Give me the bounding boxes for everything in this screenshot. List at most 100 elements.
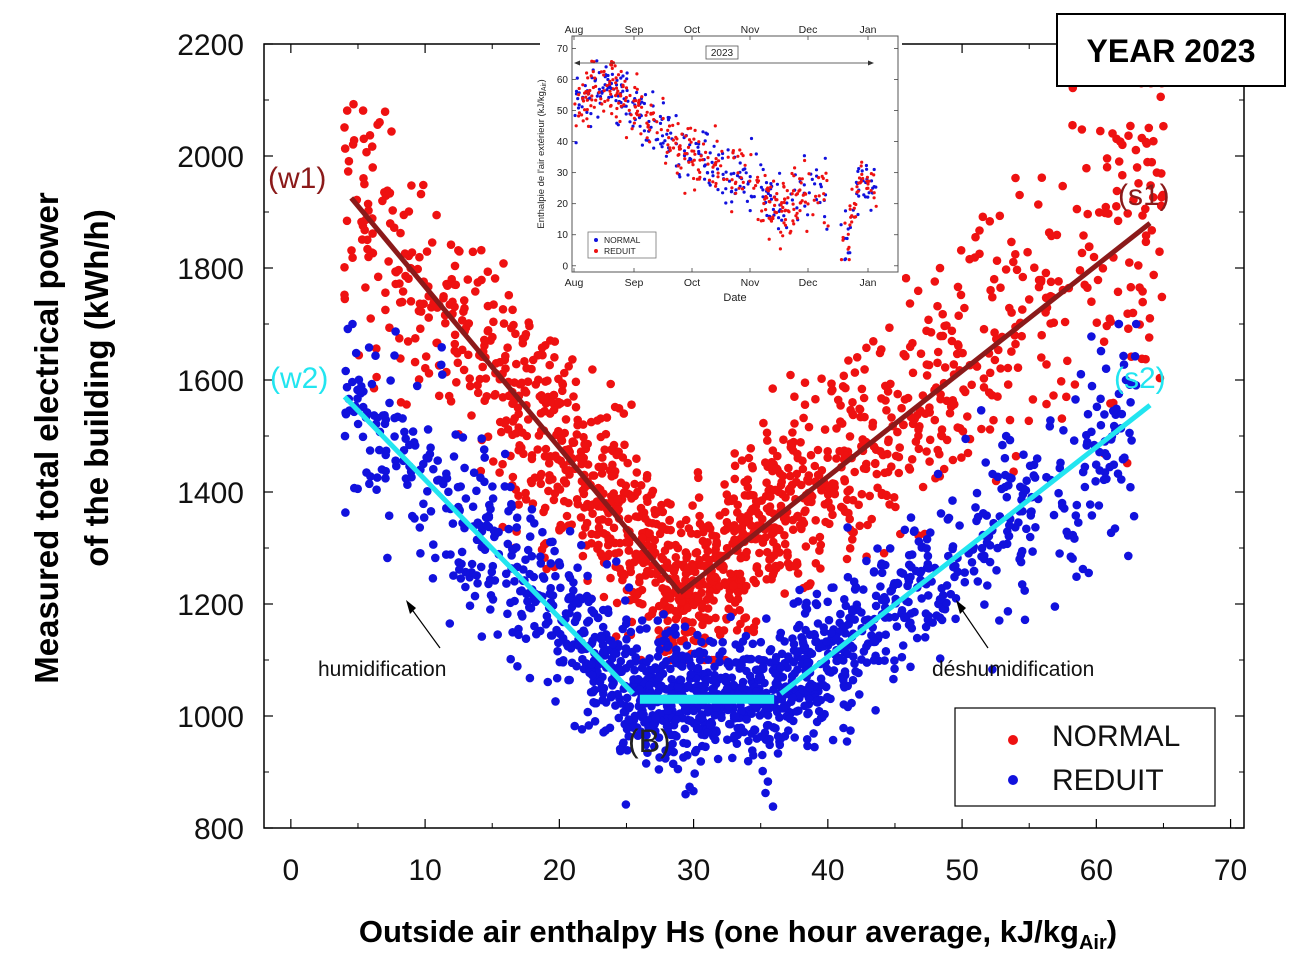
inset-reduit-point [648, 128, 652, 132]
reduit-point [843, 523, 852, 532]
inset-reduit-point [848, 207, 852, 211]
inset-reduit-point [811, 213, 815, 217]
normal-point [571, 402, 581, 412]
reduit-point [944, 513, 954, 523]
reduit-point [666, 664, 675, 674]
normal-point [518, 338, 528, 348]
inset-reduit-point [661, 116, 665, 121]
y-axis-label-line2: of the building (kWh/h) [78, 209, 115, 566]
reduit-point [814, 706, 824, 716]
normal-point [483, 267, 493, 277]
reduit-point [779, 704, 788, 713]
reduit-point [1025, 461, 1035, 471]
inset-reduit-point [639, 132, 643, 136]
reduit-point [485, 575, 495, 584]
reduit-point [848, 607, 857, 616]
inset-reduit-point [874, 204, 878, 208]
inset-reduit-point [772, 195, 776, 199]
normal-point [897, 403, 906, 413]
inset-normal-point [610, 72, 615, 76]
inset-reduit-point [736, 171, 740, 175]
normal-point [563, 398, 572, 408]
normal-point [460, 304, 469, 313]
reduit-point [937, 615, 947, 625]
normal-point [1072, 204, 1082, 214]
normal-point [464, 319, 474, 328]
inset-normal-point [652, 146, 656, 150]
reduit-point [366, 472, 375, 481]
normal-point [813, 445, 823, 455]
normal-point [921, 409, 930, 419]
inset-reduit-point [675, 171, 679, 175]
reduit-point [686, 670, 696, 679]
reduit-point [790, 733, 799, 742]
normal-point [926, 328, 936, 337]
reduit-point [587, 660, 596, 669]
inset-reduit-point [623, 79, 627, 83]
inset-reduit-point [609, 103, 613, 108]
normal-point [1098, 264, 1108, 273]
normal-point [720, 480, 729, 489]
normal-point [514, 409, 523, 419]
reduit-point [400, 427, 409, 437]
inset-reduit-point [857, 176, 862, 180]
reduit-point [340, 431, 350, 441]
y-tick-label: 2000 [177, 141, 244, 174]
normal-point [963, 412, 972, 421]
normal-point [872, 469, 882, 479]
normal-point [521, 329, 531, 339]
normal-point [477, 245, 486, 255]
reduit-point [351, 348, 361, 358]
inset-reduit-point [637, 101, 641, 105]
reduit-point [465, 601, 475, 610]
normal-point [703, 538, 712, 547]
normal-point [735, 569, 745, 579]
inset-normal-point [616, 123, 620, 127]
normal-point [398, 287, 408, 296]
reduit-point [993, 543, 1002, 553]
reduit-point [726, 612, 735, 622]
reduit-point [942, 581, 952, 590]
normal-point [877, 345, 886, 354]
normal-point [1085, 242, 1094, 251]
inset-normal-point [583, 84, 587, 88]
normal-point [482, 392, 492, 401]
inset-reduit-point [611, 78, 615, 82]
reduit-point [773, 732, 783, 741]
inset-normal-point [621, 74, 625, 78]
inset-reduit-point [613, 64, 617, 68]
inset-reduit-point [741, 180, 745, 184]
reduit-point [746, 654, 756, 664]
normal-point [952, 349, 962, 359]
normal-point [811, 394, 820, 404]
inset-reduit-point [795, 192, 800, 196]
reduit-point [653, 652, 663, 661]
reduit-point [423, 425, 433, 434]
normal-point [935, 263, 945, 273]
normal-point [636, 503, 646, 513]
reduit-point [643, 748, 652, 757]
normal-point [599, 592, 609, 602]
normal-point [1075, 266, 1085, 275]
normal-point [415, 252, 424, 262]
inset-reduit-point [741, 154, 745, 158]
normal-point [800, 378, 810, 388]
inset-reduit-point [841, 235, 845, 240]
reduit-point [1120, 453, 1129, 463]
reduit-point [341, 409, 351, 419]
inset-normal-point [704, 131, 708, 135]
normal-point [385, 188, 395, 198]
reduit-point [448, 519, 458, 528]
fit-label-w2: (w2) [270, 362, 328, 395]
normal-point [432, 210, 441, 220]
inset-reduit-point [692, 137, 696, 141]
normal-point [508, 472, 518, 482]
normal-point [441, 318, 450, 328]
normal-point [450, 330, 460, 340]
inset-reduit-point [783, 209, 787, 213]
x-tick-label: 20 [543, 854, 576, 887]
reduit-point [631, 653, 641, 663]
normal-point [579, 486, 588, 495]
normal-point [521, 388, 531, 397]
normal-point [544, 486, 553, 496]
